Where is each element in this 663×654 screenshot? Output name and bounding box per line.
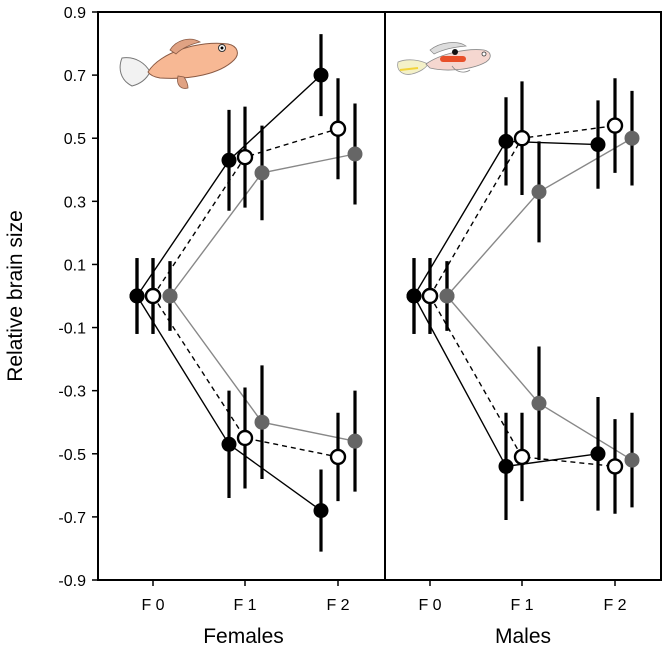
data-point-open-down xyxy=(606,458,624,475)
data-point-filled-gray-up xyxy=(347,146,363,162)
series-line-open-down xyxy=(429,295,616,468)
data-point-filled-black-down xyxy=(129,288,145,304)
y-tick-label: 0.9 xyxy=(64,5,86,22)
data-point-open-down xyxy=(421,287,439,305)
data-point-filled-black-down xyxy=(406,288,422,304)
female-guppy-illustration xyxy=(119,38,238,89)
x-tick-label: F 2 xyxy=(326,597,349,614)
panel-label-males: Males xyxy=(495,625,551,648)
data-point-filled-black-down xyxy=(590,446,606,462)
data-point-open-down xyxy=(144,287,162,305)
data-point-open-down xyxy=(236,429,254,447)
y-tick-label: -0.9 xyxy=(58,573,86,590)
y-tick-label: 0.7 xyxy=(64,68,86,85)
data-point-open-up xyxy=(513,130,531,147)
data-point-filled-gray-down xyxy=(624,452,640,468)
data-point-filled-black-down xyxy=(313,503,329,519)
data-point-filled-gray-down xyxy=(531,395,547,411)
data-point-open-down xyxy=(329,448,347,466)
data-point-filled-gray-up xyxy=(624,130,640,146)
data-point-filled-gray-down xyxy=(254,414,270,430)
plot-frame xyxy=(97,11,662,581)
data-point-filled-black-up xyxy=(590,137,606,153)
y-tick-label: -0.7 xyxy=(58,510,86,527)
y-axis-label: Relative brain size xyxy=(4,210,27,382)
axes: 0.9 0.7 0.5 0.3 0.1 -0.1 -0.3 -0.5 -0.7 -0.9 Relat… xyxy=(4,5,662,648)
data-point-open-down xyxy=(513,448,531,466)
x-tick-label: F 0 xyxy=(418,597,441,614)
x-tick-label: F 1 xyxy=(510,597,533,614)
plot-area xyxy=(129,34,640,552)
x-tick-label: F 1 xyxy=(233,597,256,614)
panel-males xyxy=(406,78,640,521)
y-tick-label: -0.3 xyxy=(58,384,86,401)
data-point-filled-gray-down xyxy=(347,433,363,449)
data-point-filled-black-up xyxy=(498,133,514,149)
data-point-filled-black-down xyxy=(498,458,514,474)
y-tick-label: 0.1 xyxy=(64,257,86,274)
data-point-open-up xyxy=(329,120,347,137)
data-point-filled-gray-down xyxy=(162,288,178,304)
panel-females xyxy=(129,34,363,552)
data-point-open-up xyxy=(606,117,624,134)
data-point-open-up xyxy=(236,148,254,166)
data-point-filled-gray-up xyxy=(254,165,270,181)
male-guppy-illustration xyxy=(397,42,491,75)
panel-label-females: Females xyxy=(203,625,284,648)
x-tick-label: F 2 xyxy=(603,597,626,614)
data-point-filled-black-down xyxy=(221,436,237,452)
data-point-filled-gray-down xyxy=(439,288,455,304)
y-tick-label: -0.5 xyxy=(58,447,86,464)
y-tick-label: 0.5 xyxy=(64,131,86,148)
x-tick-label: F 0 xyxy=(141,597,164,614)
data-point-filled-black-up xyxy=(313,67,329,83)
y-tick-label: 0.3 xyxy=(64,194,86,211)
series-line-open-down xyxy=(152,295,339,458)
y-tick-label: -0.1 xyxy=(58,321,86,338)
data-point-filled-gray-up xyxy=(531,184,547,200)
data-point-filled-black-up xyxy=(221,152,237,168)
